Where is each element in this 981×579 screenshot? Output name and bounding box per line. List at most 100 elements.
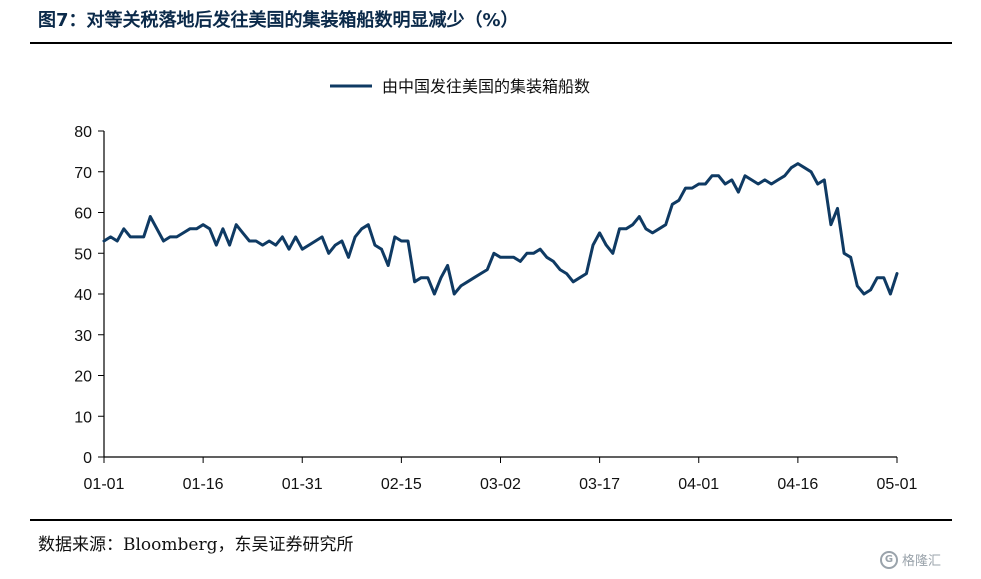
data-point (578, 276, 581, 279)
data-point (644, 227, 648, 230)
data-point (571, 280, 575, 283)
y-tick-label: 50 (74, 246, 92, 263)
y-tick-label: 40 (74, 287, 92, 304)
watermark-text: 格隆汇 (902, 554, 942, 569)
data-point (684, 186, 687, 190)
data-point (466, 280, 469, 283)
x-tick-label: 01-16 (183, 476, 224, 493)
data-point (783, 174, 786, 178)
bottom-rule (30, 519, 952, 521)
data-point (638, 215, 641, 218)
data-point (750, 178, 753, 182)
y-tick-label: 60 (74, 206, 92, 223)
data-point (631, 223, 634, 226)
data-point (836, 207, 839, 210)
data-point (538, 247, 542, 251)
data-point (142, 235, 145, 239)
data-point (717, 174, 720, 178)
data-point (776, 178, 780, 182)
data-point (459, 284, 463, 288)
data-point (505, 256, 509, 259)
data-point (532, 252, 535, 255)
data-point (320, 235, 324, 239)
data-point (842, 252, 846, 255)
data-point (155, 227, 159, 230)
data-point (268, 239, 271, 243)
data-point (109, 235, 112, 239)
data-point (367, 223, 370, 226)
data-point (552, 260, 555, 263)
x-tick-label: 04-16 (777, 476, 818, 493)
data-point (624, 227, 628, 230)
data-point (605, 243, 608, 247)
data-point (347, 256, 350, 259)
data-point (585, 272, 588, 275)
data-point (803, 166, 806, 169)
data-point (512, 256, 515, 259)
data-point (254, 239, 258, 243)
data-point (373, 243, 377, 247)
data-point (241, 231, 244, 235)
legend-label: 由中国发往美国的集装箱船数 (382, 77, 590, 96)
data-point (208, 227, 211, 230)
data-point (287, 247, 291, 251)
y-tick-label: 30 (74, 328, 92, 345)
x-tick-label: 04-01 (678, 476, 719, 493)
data-point (565, 272, 568, 275)
data-point (889, 292, 892, 296)
data-point (651, 231, 654, 235)
data-point (281, 235, 284, 239)
data-point (353, 235, 357, 239)
data-point (611, 252, 615, 255)
data-point (849, 256, 852, 259)
data-point (598, 231, 601, 235)
data-point (406, 239, 410, 243)
data-point (492, 252, 496, 255)
data-point (340, 239, 344, 243)
data-point (380, 247, 383, 251)
data-point (591, 243, 595, 247)
data-point (426, 276, 430, 279)
data-point (856, 284, 859, 288)
data-point (862, 292, 866, 296)
data-point (307, 243, 311, 247)
data-point (182, 231, 185, 235)
data-point (499, 256, 502, 259)
data-point (188, 227, 192, 230)
data-point (823, 178, 826, 182)
data-point (215, 243, 218, 247)
data-point (545, 256, 548, 259)
data-point (697, 182, 700, 186)
data-point (472, 276, 476, 279)
watermark-logo-icon: G (880, 550, 898, 569)
data-point (763, 178, 767, 182)
figure-title: 图7：对等关税落地后发往美国的集装箱船数明显减少（%） (38, 10, 519, 31)
data-point (816, 182, 819, 186)
data-point (479, 272, 482, 275)
data-point (294, 235, 297, 239)
data-point (360, 227, 363, 230)
data-point (102, 239, 106, 243)
data-point (201, 223, 205, 226)
data-point (875, 276, 879, 279)
data-point (723, 182, 727, 186)
data-point (677, 199, 681, 202)
data-point (301, 247, 304, 251)
y-tick-label: 20 (74, 369, 92, 386)
y-tick-label: 10 (74, 409, 92, 426)
data-point (882, 276, 885, 279)
top-rule (30, 42, 952, 44)
data-point (195, 227, 198, 230)
data-point (757, 182, 760, 186)
data-point (420, 276, 423, 279)
y-tick-label: 80 (74, 124, 92, 141)
watermark: G 格隆汇 (880, 550, 941, 569)
x-tick-label: 03-02 (480, 476, 521, 493)
data-point (869, 288, 872, 292)
data-point (135, 235, 139, 239)
legend: 由中国发往美国的集装箱船数 (330, 77, 590, 96)
data-point (129, 235, 132, 239)
data-point (314, 239, 317, 243)
data-point (168, 235, 172, 239)
data-point (558, 268, 562, 271)
